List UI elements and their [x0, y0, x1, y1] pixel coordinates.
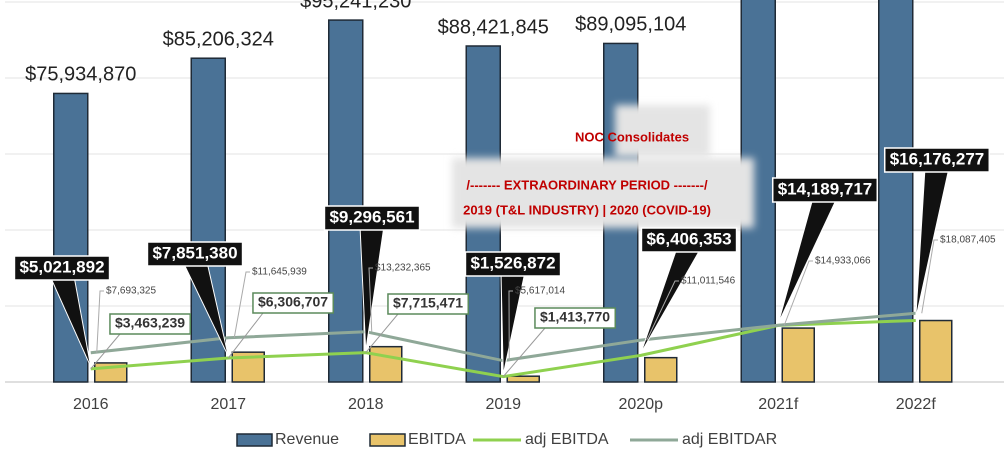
- bar: [878, 0, 914, 383]
- bar: [781, 327, 815, 383]
- value-label: $11,011,546: [681, 276, 736, 287]
- bar: [919, 319, 953, 383]
- legend-swatch: [369, 433, 406, 447]
- leader-line: [783, 260, 813, 326]
- value-label: $5,021,892: [19, 257, 104, 276]
- label-box: [387, 293, 469, 315]
- callout-box: [771, 177, 879, 203]
- bars: [53, 0, 953, 383]
- value-label: $6,306,707: [258, 294, 328, 310]
- legend-label: adj EBITDA: [525, 431, 609, 448]
- annotation: /------- EXTRAORDINARY PERIOD -------/: [466, 177, 708, 192]
- value-label: $6,406,353: [646, 229, 731, 248]
- callout-box: [640, 227, 738, 253]
- value-label: $95,241,230: [300, 0, 411, 12]
- x-tick-label: 2020p: [619, 396, 664, 413]
- value-label: $11,645,939: [252, 267, 307, 278]
- legend-swatch: [236, 433, 273, 447]
- value-label: $1,526,872: [470, 253, 555, 272]
- legend-label: EBITDA: [408, 431, 466, 448]
- annotation: NOC Consolidates: [575, 129, 689, 144]
- x-tick-label: 2021f: [758, 396, 799, 413]
- x-tick-label: 2019: [485, 396, 521, 413]
- value-label: $75,934,870: [25, 64, 136, 86]
- bar: [506, 375, 540, 383]
- x-tick-label: 2016: [73, 396, 109, 413]
- value-label: $9,296,561: [329, 207, 414, 226]
- leader-line: [508, 290, 513, 361]
- legend-label: Revenue: [275, 431, 339, 448]
- leader-line: [365, 313, 399, 354]
- callout-box: [13, 255, 111, 281]
- leader-line: [921, 239, 938, 314]
- grid: [5, 1, 1004, 383]
- value-label: $1,413,770: [540, 309, 610, 325]
- x-tick-label: 2017: [210, 396, 246, 413]
- annotation: 2019 (T&L INDUSTRY) | 2020 (COVID-19): [463, 202, 711, 217]
- leader-line: [227, 312, 264, 359]
- value-label: $16,176,277: [890, 149, 985, 168]
- value-label: $88,421,845: [438, 16, 549, 38]
- callout-box: [464, 251, 562, 277]
- bar: [369, 345, 403, 383]
- leader-line: [90, 333, 121, 370]
- label-box: [534, 307, 616, 329]
- x-tick-label: 2022f: [896, 396, 937, 413]
- leader-line: [233, 271, 250, 338]
- labels: 2016 2017 2018 2019 2020p 2021f 2022f $75,934,8…: [13, 0, 996, 413]
- callout-box: [146, 241, 244, 267]
- bar: [644, 356, 678, 383]
- label-box: [252, 292, 334, 314]
- value-label: $5,617,014: [515, 286, 565, 297]
- x-tick-label: 2018: [348, 396, 384, 413]
- value-label: $89,095,104: [575, 14, 686, 36]
- value-label: $85,206,324: [163, 28, 274, 50]
- leader-line: [502, 327, 546, 377]
- value-label: $7,715,471: [393, 295, 463, 311]
- leader-line: [96, 290, 104, 353]
- value-label: $13,232,365: [375, 263, 431, 274]
- value-label: $3,463,239: [115, 315, 185, 331]
- value-label: $18,087,405: [940, 235, 996, 246]
- callout-box: [323, 205, 421, 231]
- note-bg: [452, 158, 754, 228]
- value-label: $7,693,325: [106, 286, 156, 297]
- value-label: $14,189,717: [778, 179, 873, 198]
- value-label: $14,933,066: [815, 256, 871, 267]
- value-label: $7,851,380: [152, 243, 237, 262]
- note-bg: [615, 105, 710, 157]
- legend: Revenue EBITDA adj EBITDA adj EBITDAR: [236, 431, 777, 448]
- annotations: NOC Consolidates /------- EXTRAORDINARY …: [452, 105, 754, 228]
- callout-box: [883, 147, 991, 173]
- legend-label: adj EBITDAR: [682, 431, 777, 448]
- leader-line: [646, 280, 679, 341]
- bar: [328, 19, 364, 383]
- leader-line: [368, 267, 373, 332]
- label-box: [109, 313, 191, 335]
